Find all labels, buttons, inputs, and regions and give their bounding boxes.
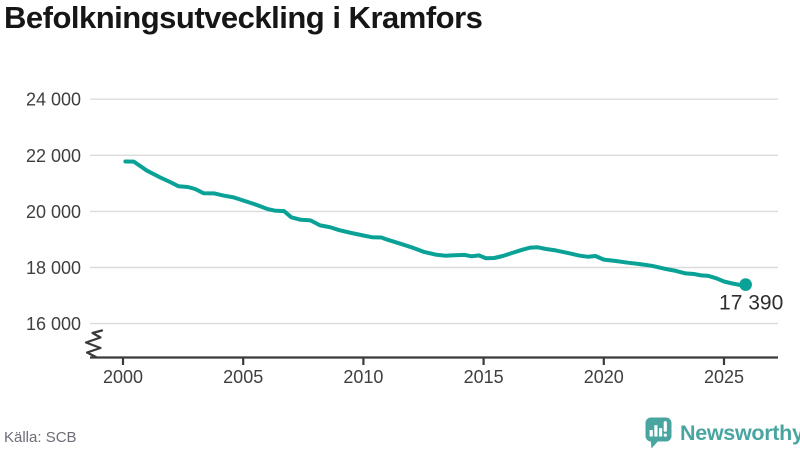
- x-tick-label: 2000: [103, 367, 143, 387]
- newsworthy-wordmark: Newsworthy: [680, 420, 800, 445]
- y-tick-label: 24 000: [26, 90, 81, 110]
- x-tick-label: 2020: [584, 367, 624, 387]
- axis-break-icon: [84, 329, 104, 359]
- gridlines: [90, 98, 778, 325]
- source-label: Källa: SCB: [4, 429, 77, 446]
- newsworthy-bubble-chart-icon: [645, 417, 672, 448]
- latest-point-marker: [739, 278, 752, 291]
- y-tick-label: 18 000: [26, 258, 81, 278]
- chart-title: Befolkningsutveckling i Kramfors: [4, 0, 483, 35]
- y-tick-label: 16 000: [26, 314, 81, 334]
- latest-value-label: 17 390: [719, 292, 783, 315]
- x-axis-labels: 2000 2005 2010 2015 2020 2025: [103, 367, 744, 387]
- x-tick-label: 2005: [223, 367, 263, 387]
- y-axis-labels: 24 000 22 000 20 000 18 000 16 000: [26, 90, 81, 334]
- x-tick-label: 2010: [343, 367, 383, 387]
- y-tick-label: 20 000: [26, 202, 81, 222]
- x-tick-label: 2015: [464, 367, 504, 387]
- y-tick-label: 22 000: [26, 146, 81, 166]
- population-series-line: [123, 159, 748, 287]
- x-tick-label: 2025: [704, 367, 744, 387]
- newsworthy-logo: Newsworthy: [645, 416, 800, 450]
- x-axis-ticks: [121, 357, 726, 365]
